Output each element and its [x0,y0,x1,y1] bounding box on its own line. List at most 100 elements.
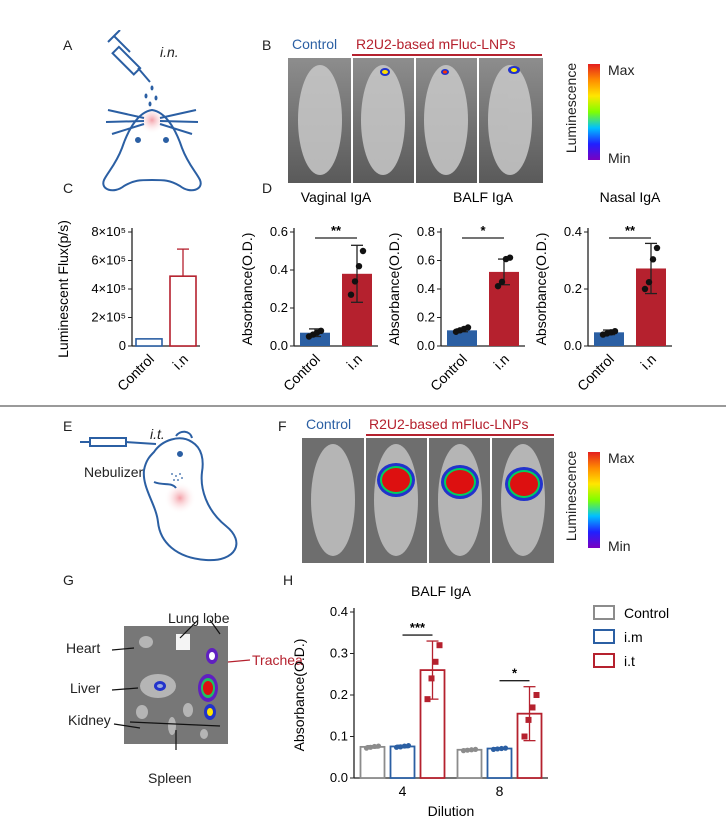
y-tick-label: 0.4 [417,281,435,296]
legend-swatch [593,653,615,668]
data-point [397,744,404,750]
data-point [533,692,540,698]
syringe-icon-e [80,437,157,447]
chart-d-vaginal-iga: Vaginal IgA Absorbance(O.D.) 0.0 0.2 0.4 0.6 C… [239,189,378,394]
organ-pointer-lines [111,619,251,750]
lung-signal [377,463,543,501]
panel-label-a: A [63,37,73,53]
legend-label: i.t [624,653,635,669]
x-tick-label: i.n [169,351,191,373]
data-point [498,745,505,752]
y-tick-label: 0.2 [270,300,288,315]
data-point [498,278,506,286]
intranasal-mouse-illustration [102,30,202,192]
chart-d-nasal-iga: Nasal IgA Absorbance(O.D.) 0.0 0.2 0.4 Contro… [533,189,672,394]
y-tick-label: 0.0 [417,338,435,353]
x-tick-label: 8 [496,783,504,799]
data-point [363,745,370,751]
y-tick-label: 4×10⁵ [91,281,126,296]
chart-title: Vaginal IgA [301,189,372,205]
control-header: Control [292,36,338,52]
bar [359,745,386,779]
chart-title: BALF IgA [411,583,472,599]
route-label-it: i.t. [150,426,165,442]
y-tick-label: 0.4 [330,604,348,619]
data-point [371,743,378,750]
mouse-head-icon [102,108,202,192]
y-tick-label: 0.1 [330,729,348,744]
scale-min-bottom: Min [608,538,631,554]
bar [456,748,483,779]
data-point [645,278,653,286]
legend-swatch [593,629,615,644]
y-axis-label: Absorbance(O.D.) [533,233,549,346]
legend-swatch [593,605,615,620]
x-tick-label: Control [574,351,617,394]
data-point [359,247,367,255]
y-tick-label: 0.0 [270,338,288,353]
y-tick-label: 0.4 [270,262,288,277]
y-tick-label: 8×10⁵ [91,224,126,239]
nebulizer-label: Nebulizer [84,464,144,480]
drops-icon [144,85,158,107]
data-point [355,263,363,270]
data-point [468,747,475,753]
ivis-images-top [288,58,543,183]
data-point [649,256,657,263]
mouse-image-2 [361,65,405,175]
y-tick-label: 6×10⁵ [91,253,126,268]
data-point [494,282,502,290]
data-point [401,743,408,749]
data-point [460,748,467,754]
chart-title: Nasal IgA [600,189,661,205]
panel-label-c: C [63,180,74,196]
data-point [490,746,497,752]
y-tick-label: 0 [119,338,126,353]
chart-h-balf-iga-dilution: BALF IgA Absorbance(O.D.) Dilution 0.0 0.1 0.… [291,583,669,819]
control-header-f: Control [306,416,352,432]
ivis-images-bottom [302,438,554,563]
bar [486,747,513,779]
data-point [428,675,435,682]
organ-label-heart: Heart [66,640,101,656]
y-tick-label: 0.6 [270,224,288,239]
y-axis-label: Absorbance(O.D.) [386,233,402,346]
mouse-image-1 [298,65,342,175]
y-axis-label: Absorbance(O.D.) [239,233,255,346]
scale-max-bottom: Max [608,450,635,466]
group-underline-f [366,434,554,436]
data-point [405,743,412,749]
panel-label-e: E [63,418,73,434]
section-divider [0,405,726,407]
x-tick-label: i.n [637,351,659,373]
group-header-f: R2U2-based mFluc-LNPs [369,416,529,432]
x-axis-label: Dilution [428,803,475,819]
syringe-icon [107,30,151,83]
scale-min-top: Min [608,150,631,166]
panel-label-h: H [283,572,294,588]
data-point [317,327,325,334]
data-point [653,244,661,252]
significance-label: ** [331,223,342,238]
data-point [432,658,439,665]
y-tick-label: 0.6 [417,253,435,268]
panel-label-b: B [262,37,272,53]
scale-title-bottom: Luminescence [563,450,580,542]
scale-max-top: Max [608,62,635,78]
data-point [611,327,619,335]
significance-label: *** [410,620,426,635]
intratracheal-mouse-illustration [80,430,238,562]
data-point [464,324,472,331]
y-axis-label: Luminescent Flux(p/s) [55,220,71,358]
x-tick-label: Control [114,351,157,394]
organ-label-trachea: Trachea [252,652,303,668]
y-tick-label: 2×10⁵ [91,310,126,325]
organ-label-kidney: Kidney [68,712,111,728]
mouse-image-4 [488,65,532,175]
y-tick-label: 0.0 [564,338,582,353]
y-tick-label: 0.2 [417,310,435,325]
data-point [436,642,443,649]
organ-signal [154,648,218,720]
x-tick-label: i.n [343,351,365,373]
data-point [367,744,374,750]
